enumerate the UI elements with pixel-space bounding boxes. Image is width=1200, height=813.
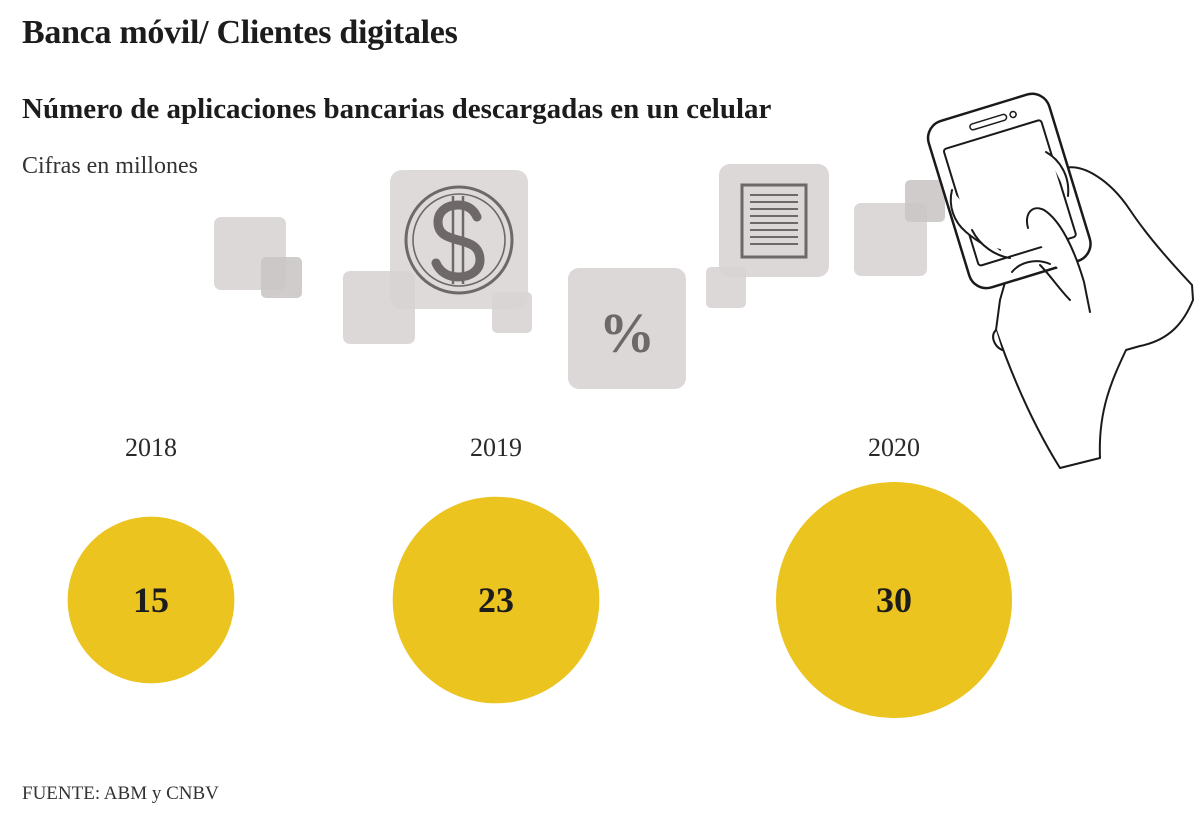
value-label-2020: 30: [876, 580, 912, 620]
percent-icon: %: [599, 303, 655, 365]
tile: [568, 268, 686, 389]
year-label-2018: 2018: [125, 433, 177, 462]
document-icon: [740, 183, 808, 259]
units-note: Cifras en millones: [22, 153, 198, 179]
smartphone-in-hand-icon: [926, 92, 1194, 469]
decorative-tiles: [214, 164, 945, 389]
tile: [719, 164, 829, 277]
dollar-coin-icon: [404, 185, 514, 295]
year-label-2019: 2019: [470, 433, 522, 462]
value-label-2018: 15: [133, 580, 169, 620]
bubble-2019: [392, 496, 600, 704]
tile: [261, 257, 302, 298]
chart-subtitle: Número de aplicaciones bancarias descarg…: [22, 93, 772, 125]
source-note: FUENTE: ABM y CNBV: [22, 783, 219, 804]
year-label-2020: 2020: [868, 433, 920, 462]
bubble-2018: [67, 516, 235, 684]
bubble-2020: [776, 482, 1012, 718]
tile: [492, 292, 532, 333]
tile: [706, 267, 746, 308]
page-title: Banca móvil/ Clientes digitales: [22, 14, 458, 51]
value-label-2019: 23: [478, 580, 514, 620]
tile: [905, 180, 945, 222]
